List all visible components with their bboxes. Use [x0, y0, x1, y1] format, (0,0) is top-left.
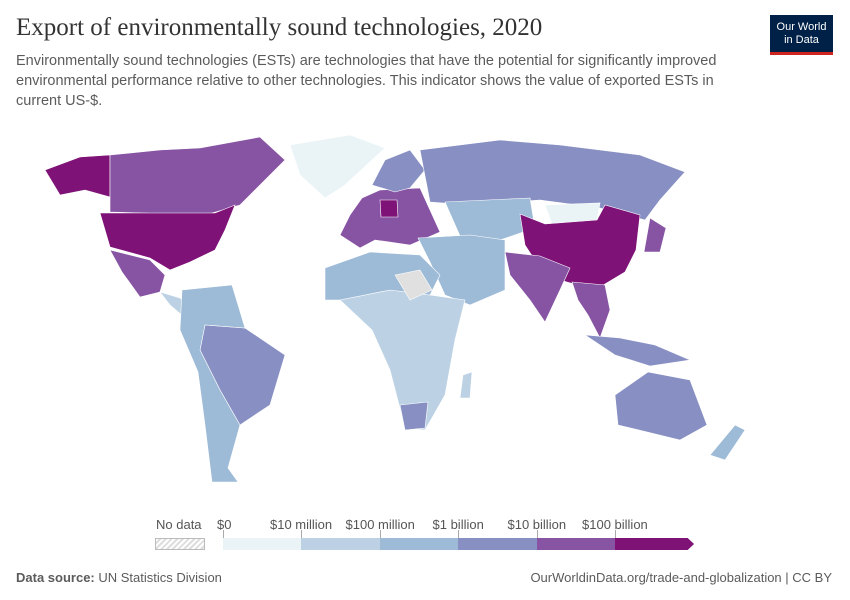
footer-url[interactable]: OurWorldinData.org/trade-and-globalizati…: [530, 570, 832, 585]
country-united-states[interactable]: [99, 204, 236, 271]
legend-bin-10b[interactable]: [537, 538, 615, 550]
country-madagascar[interactable]: [459, 371, 473, 399]
country-india[interactable]: [504, 251, 571, 323]
legend-bin-100m[interactable]: [380, 538, 458, 550]
country-germany[interactable]: [379, 199, 399, 218]
country-greenland[interactable]: [289, 134, 386, 199]
logo-line-2: in Data: [784, 33, 819, 46]
country-south-africa[interactable]: [399, 401, 429, 431]
logo-line-1: Our World: [776, 20, 827, 33]
data-source-label: Data source:: [16, 570, 95, 585]
legend-bin-zero[interactable]: [223, 538, 301, 550]
data-source: Data source: UN Statistics Division: [16, 570, 222, 585]
legend-bin-100b[interactable]: [615, 538, 694, 550]
page-subtitle: Environmentally sound technologies (ESTs…: [16, 53, 717, 109]
legend-tick-label-1b: $1 billion: [432, 517, 484, 532]
legend-bin-1b[interactable]: [458, 538, 537, 550]
country-western-europe[interactable]: [339, 187, 441, 249]
legend-tick-label-10b: $10 billion: [507, 517, 567, 532]
page-title: Export of environmentally sound technolo…: [16, 14, 543, 41]
country-sahara-no-data[interactable]: [394, 269, 433, 301]
legend-bin-10m[interactable]: [301, 538, 380, 550]
country-japan[interactable]: [643, 217, 667, 253]
country-scandinavia[interactable]: [371, 149, 426, 193]
legend-no-data-label: No data: [156, 517, 202, 532]
data-source-value: UN Statistics Division: [98, 570, 222, 585]
legend-tick-label-zero: $0: [217, 517, 232, 532]
owid-logo[interactable]: Our World in Data: [770, 15, 833, 55]
country-new-zealand[interactable]: [709, 424, 746, 461]
legend-tick-label-100b: $100 billion: [582, 517, 648, 532]
country-rest-of-south-america[interactable]: [179, 284, 246, 483]
country-canada[interactable]: [109, 136, 286, 216]
country-indonesia[interactable]: [584, 334, 692, 367]
country-alaska[interactable]: [44, 154, 111, 198]
country-australia[interactable]: [614, 371, 708, 441]
legend-tick-label-100m: $100 million: [345, 517, 415, 532]
country-central-asia[interactable]: [444, 197, 536, 241]
country-southeast-asia[interactable]: [571, 281, 611, 339]
legend-tick-label-10m: $10 million: [270, 517, 333, 532]
legend-no-data-swatch: [155, 538, 205, 550]
world-map[interactable]: [0, 125, 850, 495]
